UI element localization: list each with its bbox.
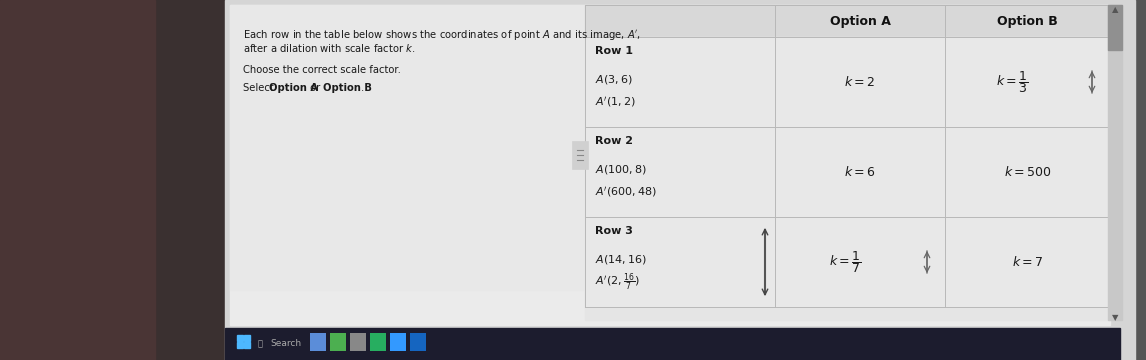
Bar	[244, 335, 250, 341]
Text: Option A: Option A	[830, 14, 890, 27]
Text: $k = \dfrac{1}{7}$: $k = \dfrac{1}{7}$	[829, 249, 862, 275]
Text: $k = 500$: $k = 500$	[1004, 165, 1051, 179]
Text: Each row in the table below shows the coordinates of point $A$ and its image, $A: Each row in the table below shows the co…	[243, 28, 641, 42]
Text: ▲: ▲	[1112, 5, 1118, 14]
Text: Row 3: Row 3	[595, 226, 633, 236]
Bar	[1108, 5, 1122, 50]
Bar	[410, 333, 426, 351]
Bar	[584, 5, 1110, 37]
Bar	[584, 217, 1110, 307]
Bar	[584, 37, 1110, 127]
Bar	[230, 5, 1110, 325]
Bar	[225, 328, 1120, 360]
Text: $A(14, 16)$: $A(14, 16)$	[595, 252, 647, 266]
Text: Search: Search	[270, 339, 301, 348]
Bar	[1108, 5, 1122, 320]
Text: Option A: Option A	[269, 83, 319, 93]
Text: Select: Select	[243, 83, 277, 93]
Bar	[311, 333, 325, 351]
Text: Row 2: Row 2	[595, 136, 633, 146]
Bar	[0, 0, 225, 360]
Bar	[225, 0, 1135, 360]
Bar	[584, 127, 1110, 217]
Text: $A'(2, \frac{16}{7})$: $A'(2, \frac{16}{7})$	[595, 271, 641, 293]
Text: after a dilation with scale factor $k$.: after a dilation with scale factor $k$.	[243, 42, 415, 54]
Text: $k = 7$: $k = 7$	[1012, 255, 1043, 269]
Text: Choose the correct scale factor.: Choose the correct scale factor.	[243, 65, 401, 75]
Bar	[330, 333, 346, 351]
Text: Row 1: Row 1	[595, 46, 633, 56]
Text: .: .	[361, 83, 364, 93]
Bar	[572, 141, 588, 169]
Bar	[390, 333, 406, 351]
Text: Option B: Option B	[323, 83, 371, 93]
Text: $A'(600, 48)$: $A'(600, 48)$	[595, 185, 658, 199]
Text: $A'(1, 2)$: $A'(1, 2)$	[595, 95, 636, 109]
Text: $A(100, 8)$: $A(100, 8)$	[595, 162, 647, 175]
Text: $k = 2$: $k = 2$	[845, 75, 876, 89]
Bar	[0, 0, 155, 360]
Text: $A(3, 6)$: $A(3, 6)$	[595, 72, 633, 85]
Text: $k = \dfrac{1}{3}$: $k = \dfrac{1}{3}$	[996, 69, 1029, 95]
Bar	[584, 5, 1110, 320]
Text: ▼: ▼	[1112, 314, 1118, 323]
Bar	[237, 342, 243, 348]
Text: or: or	[307, 83, 323, 93]
Text: 🔍: 🔍	[258, 339, 262, 348]
Bar	[350, 333, 366, 351]
Text: Option B: Option B	[997, 14, 1058, 27]
Bar	[370, 333, 386, 351]
Bar	[244, 342, 250, 348]
Bar	[230, 5, 584, 290]
Bar	[237, 335, 243, 341]
Text: $k = 6$: $k = 6$	[845, 165, 876, 179]
